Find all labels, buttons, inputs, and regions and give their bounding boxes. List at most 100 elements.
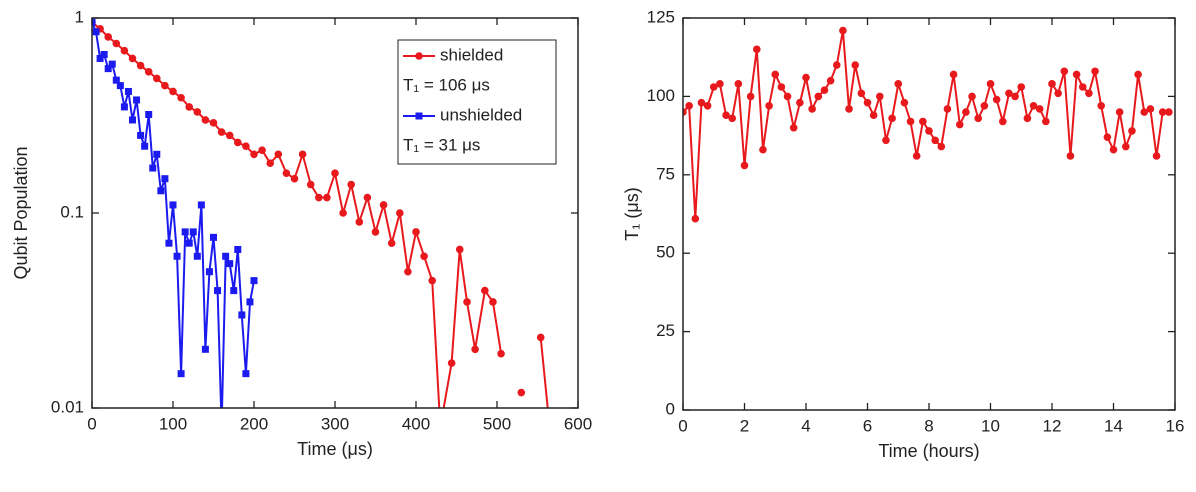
legend-label: shielded [440,45,503,64]
data-point [789,123,798,132]
data-point [783,92,792,101]
data-point [497,349,505,358]
data-point [546,423,554,431]
data-point [882,136,890,145]
data-point [120,103,128,111]
data-point [716,80,724,88]
data-point [189,228,197,236]
data-point [888,114,896,123]
data-point [753,45,761,54]
plot-frame [682,17,1176,411]
data-point [141,142,149,150]
data-point [937,142,946,151]
data-point [290,174,299,183]
x-tick-label: 2 [740,416,749,435]
data-point [185,103,193,111]
y-tick-label: 0.01 [51,397,84,416]
data-point [339,209,347,217]
data-point [919,117,927,126]
data-point [226,260,234,268]
y-tick-label: 0.1 [60,202,84,221]
data-point [108,60,116,68]
data-point [943,105,952,113]
data-point [826,76,835,85]
x-tick-label: 300 [321,414,349,433]
data-point [112,39,121,48]
x-tick-label: 100 [159,414,187,433]
data-point [128,54,137,63]
data-point [242,370,250,378]
data-point [894,80,903,88]
y-tick-label: 75 [656,164,675,183]
x-tick-label: 12 [1043,416,1062,435]
data-point [471,345,479,354]
data-point [802,73,810,82]
data-point [112,76,120,84]
data-point [246,298,254,306]
data-point [306,180,315,189]
data-point [1066,152,1075,160]
data-point [1023,114,1032,123]
data-point [225,131,234,140]
data-point [396,209,404,217]
data-point [1158,108,1167,116]
data-point [201,116,210,124]
data-point [412,228,420,236]
data-point [129,116,136,124]
data-point [796,98,804,107]
data-point [1060,67,1069,76]
panel: 0 100 200 300 400 500 600 0.01 0.1 1 Time (μs) Qubi… [11,7,592,458]
data-point [230,287,238,295]
data-point [863,98,872,107]
x-tick-label: 0 [87,414,96,433]
data-point [420,252,428,261]
data-point [404,267,412,276]
data-point [387,239,396,248]
plot-area [92,18,554,431]
legend-marker [415,112,423,120]
data-point [145,110,153,118]
data-point [331,169,339,177]
data-point [489,298,497,306]
data-point [161,81,169,90]
data-point [238,311,246,319]
data-point [906,117,915,126]
data-point [974,114,982,123]
data-point [900,98,909,107]
series-line [683,30,1169,219]
data-point [734,80,743,88]
y-tick-label: 100 [647,86,675,105]
data-point [722,111,730,120]
data-point [104,65,112,73]
data-point [181,228,189,236]
data-point [165,239,173,247]
data-point [144,67,153,76]
legend: shielded T₁ = 106 μs unshielded T₁ = 31 μs [397,39,557,165]
data-point [685,102,693,110]
data-point [759,145,767,154]
data-point [157,187,165,195]
data-point [274,150,283,159]
data-point [153,74,161,83]
data-point [455,245,464,254]
data-point [839,26,847,35]
data-point [1029,102,1038,110]
data-point [1134,70,1142,79]
data-point [266,159,275,168]
data-point [218,423,225,430]
data-point [149,164,157,172]
y-tick-label: 0 [666,399,675,418]
data-point [536,333,545,342]
data-point [234,138,242,147]
x-tick-label: 6 [863,416,872,435]
data-point [746,92,755,101]
data-point [120,46,129,55]
y-tick-label: 1 [75,7,84,26]
data-point [214,287,222,295]
data-point [124,87,132,95]
x-axis-title: Time (μs) [297,439,373,459]
data-point [740,161,749,170]
legend-note: T₁ = 31 μs [403,135,480,154]
